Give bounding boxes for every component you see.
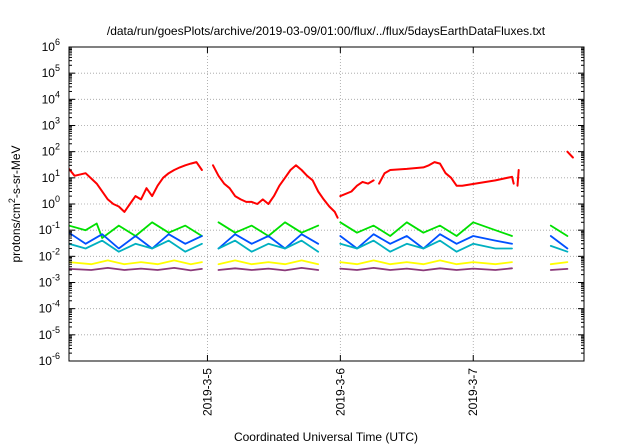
y-tick-label: 106	[42, 37, 60, 54]
x-tick-label: 2019-3-7	[466, 368, 480, 416]
y-tick-label: 102	[42, 142, 60, 159]
x-tick-label: 2019-3-5	[200, 368, 214, 416]
series-line-4	[69, 239, 569, 253]
y-tick-label: 10-5	[39, 325, 60, 342]
series-layer	[69, 150, 574, 272]
x-tick-label: 2019-3-6	[333, 368, 347, 416]
y-tick-label: 100	[42, 194, 60, 211]
y-axis-label: protons/cm2-s-sr-MeV	[7, 145, 23, 262]
series-line-5	[69, 259, 569, 266]
grid-layer	[69, 47, 584, 361]
y-tick-label: 104	[42, 89, 60, 106]
y-tick-label: 10-6	[39, 351, 60, 368]
chart-title: /data/run/goesPlots/archive/2019-03-09/0…	[107, 24, 546, 38]
series-line-1	[69, 150, 574, 219]
y-tick-label: 10-2	[39, 246, 60, 263]
y-tick-label: 103	[42, 116, 60, 133]
series-line-6	[69, 267, 569, 272]
y-tick-label: 10-1	[39, 220, 60, 237]
series-line-3	[69, 231, 569, 250]
tick-layer: 10-6 10-5 10-4 10-3 10-2 10-1 100 101 102 103 104 1…	[39, 37, 584, 416]
y-tick-label: 105	[42, 63, 60, 80]
y-tick-label: 101	[42, 168, 60, 185]
y-tick-label: 10-4	[39, 299, 60, 316]
x-axis-label: Coordinated Universal Time (UTC)	[234, 430, 418, 444]
y-tick-label: 10-3	[39, 273, 60, 290]
